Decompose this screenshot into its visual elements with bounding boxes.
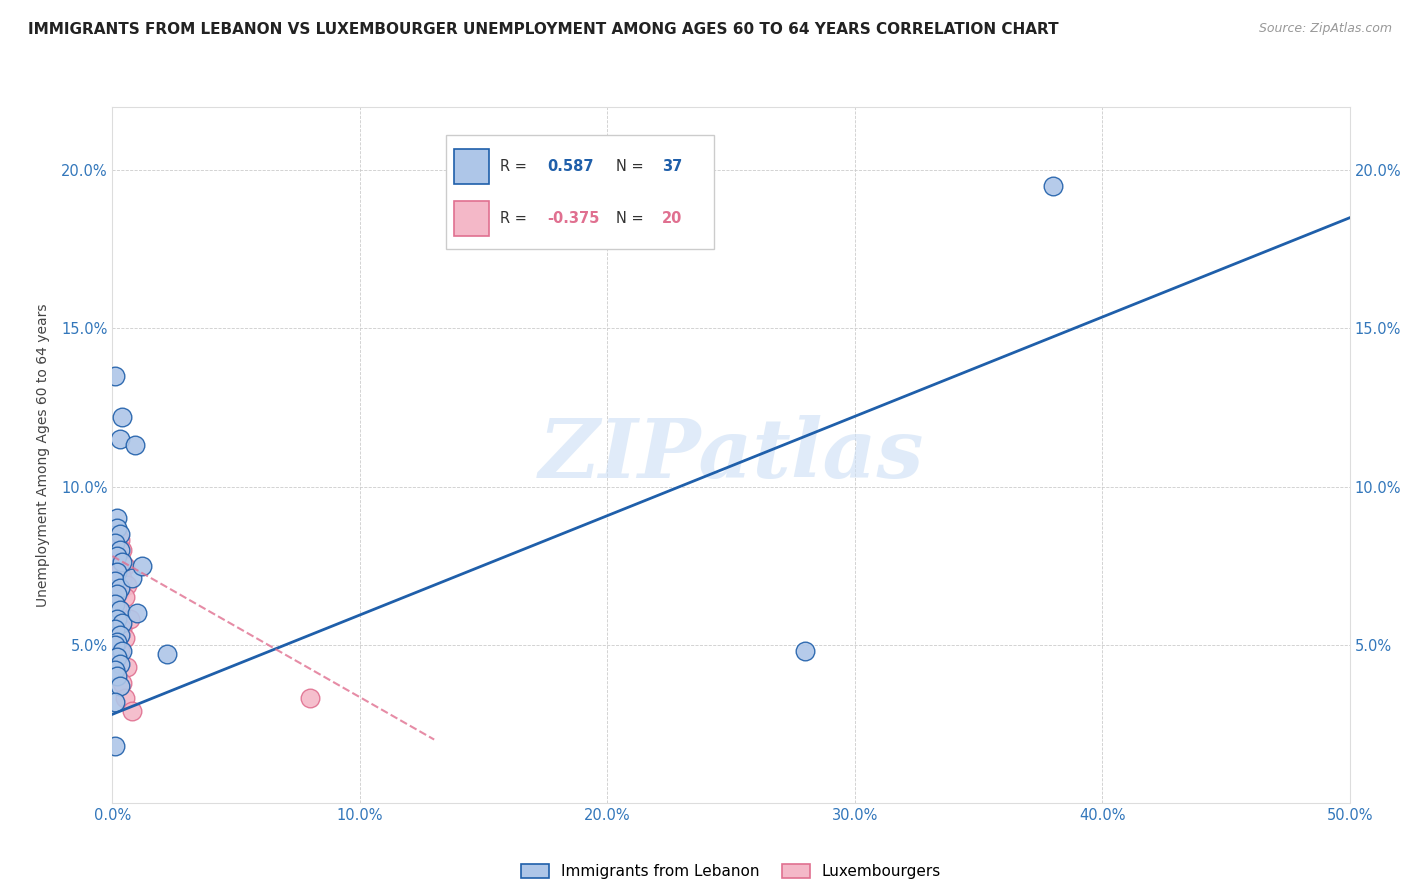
Text: Source: ZipAtlas.com: Source: ZipAtlas.com [1258, 22, 1392, 36]
Point [108, 533, 131, 548]
Point [156, 647, 179, 661]
Point [107, 587, 129, 601]
Text: R =: R = [501, 159, 527, 174]
Point [108, 644, 131, 658]
Text: N =: N = [616, 211, 643, 226]
Point [124, 438, 146, 452]
Point [108, 432, 131, 446]
Point [104, 622, 127, 636]
FancyBboxPatch shape [454, 149, 489, 184]
Point [111, 644, 134, 658]
Point [794, 644, 817, 658]
Text: R =: R = [501, 211, 527, 226]
Point [111, 622, 134, 636]
Point [121, 571, 143, 585]
Point [118, 612, 141, 626]
Point [114, 591, 136, 605]
Point [107, 524, 129, 538]
Point [108, 583, 131, 598]
Text: 20: 20 [662, 211, 682, 226]
Point [111, 542, 134, 557]
Text: ZIPatlas: ZIPatlas [538, 415, 924, 495]
Text: IMMIGRANTS FROM LEBANON VS LUXEMBOURGER UNEMPLOYMENT AMONG AGES 60 TO 64 YEARS C: IMMIGRANTS FROM LEBANON VS LUXEMBOURGER … [28, 22, 1059, 37]
Point [108, 565, 131, 579]
Point [111, 675, 134, 690]
Point [117, 577, 139, 591]
Point [299, 691, 322, 706]
Point [107, 521, 129, 535]
Point [107, 634, 129, 648]
Point [104, 739, 127, 753]
FancyBboxPatch shape [446, 135, 714, 249]
Point [108, 657, 131, 671]
Point [114, 691, 136, 706]
Point [104, 574, 127, 589]
Point [108, 603, 131, 617]
Point [111, 571, 134, 585]
Point [108, 628, 131, 642]
Point [1042, 179, 1064, 194]
Point [104, 368, 127, 383]
FancyBboxPatch shape [454, 201, 489, 235]
Text: 37: 37 [662, 159, 682, 174]
Point [121, 704, 143, 718]
Point [104, 536, 127, 550]
Legend: Immigrants from Lebanon, Luxembourgers: Immigrants from Lebanon, Luxembourgers [515, 858, 948, 886]
Text: 0.587: 0.587 [547, 159, 593, 174]
Point [104, 663, 127, 677]
Point [107, 599, 129, 614]
Point [127, 606, 149, 620]
Point [107, 612, 129, 626]
Point [111, 409, 134, 424]
Point [108, 527, 131, 541]
Point [111, 615, 134, 630]
Point [131, 558, 153, 573]
Point [111, 556, 134, 570]
Point [114, 558, 136, 573]
Point [104, 638, 127, 652]
Point [107, 669, 129, 683]
Point [108, 581, 131, 595]
Point [107, 511, 129, 525]
Text: N =: N = [616, 159, 643, 174]
Point [117, 660, 139, 674]
Text: -0.375: -0.375 [547, 211, 599, 226]
Point [107, 650, 129, 665]
Point [107, 565, 129, 579]
Y-axis label: Unemployment Among Ages 60 to 64 years: Unemployment Among Ages 60 to 64 years [37, 303, 49, 607]
Point [104, 695, 127, 709]
Point [108, 542, 131, 557]
Point [114, 632, 136, 646]
Point [107, 549, 129, 563]
Point [104, 597, 127, 611]
Point [107, 552, 129, 566]
Point [108, 679, 131, 693]
